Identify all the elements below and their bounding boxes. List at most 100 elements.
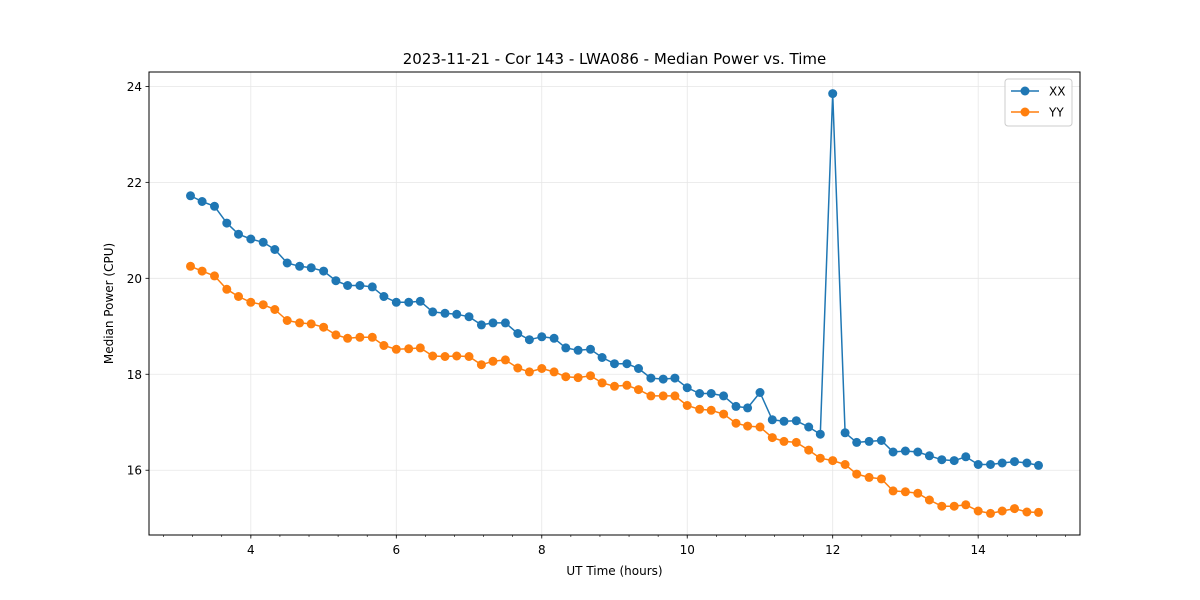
data-point-yy: [791, 437, 801, 447]
data-point-yy: [1034, 507, 1043, 517]
data-point-xx: [270, 245, 280, 254]
data-point-xx: [210, 201, 219, 211]
data-point-xx: [997, 458, 1007, 468]
data-point-yy: [864, 472, 874, 482]
axis-layer: 4 6 8 10 12 14 16 18 20 22 24: [127, 80, 1066, 557]
data-point-xx: [986, 460, 995, 469]
data-point-yy: [670, 391, 680, 401]
data-point-xx: [682, 383, 692, 393]
data-point-yy: [440, 352, 450, 361]
data-point-xx: [258, 237, 268, 247]
data-point-yy: [986, 508, 995, 518]
data-point-yy: [937, 501, 947, 511]
data-point-xx: [379, 292, 389, 301]
x-tick-label: 14: [971, 543, 986, 557]
data-point-yy: [719, 409, 729, 419]
data-point-xx: [876, 436, 886, 445]
data-point-xx: [937, 455, 947, 465]
data-point-xx: [440, 308, 450, 318]
data-point-yy: [246, 297, 256, 307]
data-point-xx: [779, 416, 789, 426]
data-point-yy: [961, 500, 971, 510]
data-point-xx: [246, 234, 256, 244]
data-point-xx: [719, 391, 729, 401]
data-point-xx: [404, 297, 414, 307]
data-point-xx: [658, 374, 668, 384]
x-axis-label: UT Time (hours): [566, 564, 662, 578]
data-point-yy: [404, 344, 414, 354]
data-point-yy: [840, 460, 850, 469]
data-point-xx: [319, 266, 329, 276]
data-point-yy: [1022, 507, 1032, 517]
data-point-xx: [695, 389, 705, 398]
y-tick-label: 24: [127, 80, 142, 94]
data-point-yy: [913, 488, 923, 498]
data-point-yy: [367, 332, 377, 342]
data-point-yy: [828, 456, 838, 466]
data-point-yy: [997, 506, 1007, 516]
data-point-xx: [234, 229, 243, 239]
data-point-yy: [815, 453, 825, 463]
plot-area-frame: [148, 71, 1081, 536]
data-point-yy: [852, 469, 862, 479]
y-axis-label: Median Power (CPU): [102, 243, 116, 364]
x-tick-label: 10: [680, 543, 695, 557]
legend-xx-label: XX: [1049, 85, 1065, 99]
data-point-yy: [391, 344, 401, 354]
data-point-xx: [864, 436, 874, 446]
data-point-yy: [513, 363, 523, 373]
x-tick-label: 8: [538, 543, 546, 557]
data-point-xx: [731, 401, 741, 411]
data-point-xx: [488, 318, 498, 328]
data-point-yy: [900, 487, 910, 497]
data-point-xx: [282, 258, 292, 268]
data-point-yy: [210, 271, 219, 281]
data-point-yy: [355, 332, 365, 342]
data-point-yy: [331, 330, 341, 340]
data-point-xx: [852, 437, 862, 447]
data-point-yy: [973, 506, 983, 516]
data-point-xx: [331, 276, 341, 286]
data-point-yy: [549, 367, 559, 377]
data-point-yy: [755, 422, 765, 432]
data-point-xx: [888, 447, 898, 457]
data-point-xx: [222, 218, 232, 228]
chart-title: 2023-11-21 - Cor 143 - LWA086 - Median P…: [403, 50, 827, 68]
data-point-xx: [597, 353, 607, 362]
data-point-yy: [295, 318, 305, 328]
data-point-xx: [537, 332, 547, 342]
data-point-xx: [561, 343, 571, 353]
data-point-xx: [610, 359, 619, 369]
data-point-xx: [391, 297, 401, 307]
data-point-yy: [924, 495, 934, 505]
data-point-yy: [888, 486, 898, 496]
data-point-xx: [186, 191, 195, 201]
data-point-xx: [1010, 457, 1019, 467]
legend-yy-label: YY: [1048, 106, 1064, 120]
data-point-yy: [646, 391, 656, 401]
data-point-xx: [549, 333, 559, 343]
data-point-xx: [306, 263, 316, 273]
data-point-xx: [840, 428, 850, 438]
legend-yy-marker: [1020, 107, 1030, 117]
y-tick-label: 20: [127, 272, 142, 286]
data-point-xx: [524, 335, 534, 345]
data-point-yy: [476, 360, 486, 370]
data-point-yy: [234, 292, 243, 301]
data-point-yy: [876, 474, 886, 484]
data-point-yy: [343, 333, 353, 343]
data-point-xx: [743, 403, 753, 413]
data-point-yy: [658, 391, 668, 401]
y-tick-label: 22: [127, 176, 142, 190]
grid-layer: [149, 72, 1080, 535]
data-point-xx: [586, 344, 595, 354]
y-tick-label: 16: [127, 464, 142, 478]
data-point-xx: [197, 197, 207, 206]
data-point-xx: [343, 281, 353, 290]
data-point-xx: [476, 320, 486, 330]
data-point-yy: [731, 418, 741, 428]
data-point-yy: [804, 445, 814, 455]
data-point-yy: [270, 305, 280, 314]
data-point-yy: [197, 266, 207, 276]
